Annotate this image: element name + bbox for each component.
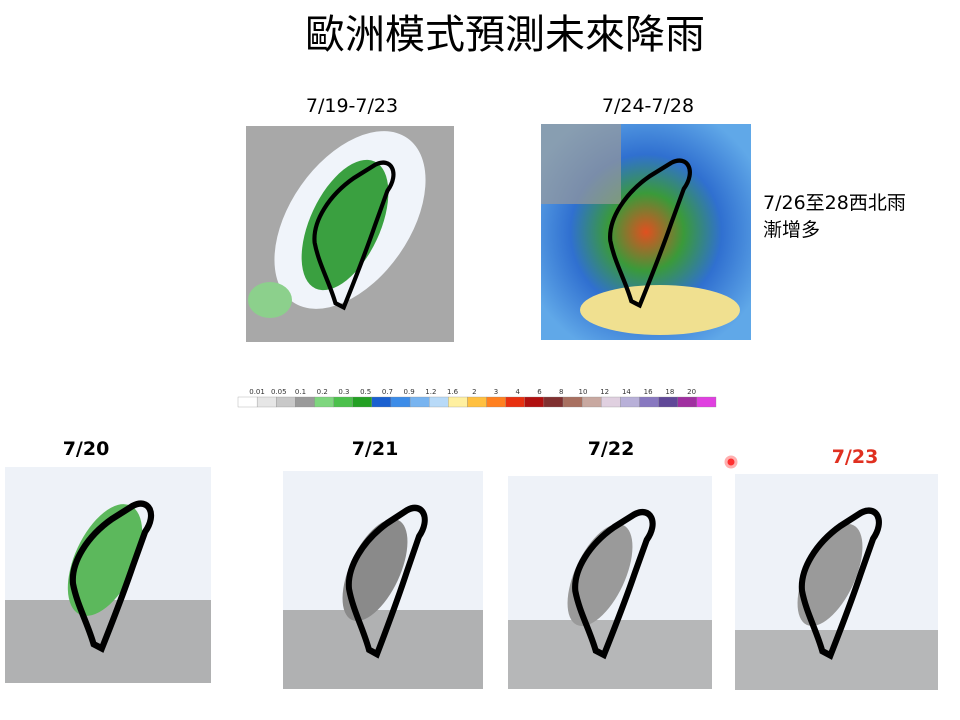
pointer: [724, 455, 738, 469]
rain-map: [246, 126, 454, 342]
colorbar-swatch: [333, 396, 353, 408]
colorbar-swatch: [696, 396, 717, 408]
colorbar-label: 1.6: [447, 388, 459, 396]
panel-label: 7/20: [63, 438, 110, 460]
colorbar-label: 0.9: [404, 388, 415, 396]
colorbar-label: 0.01: [249, 388, 265, 396]
colorbar-swatch: [639, 396, 659, 408]
slide-title: 歐洲模式預測未來降雨: [305, 12, 705, 58]
rain-map: [735, 474, 938, 690]
panel-label: 7/21: [352, 438, 399, 460]
colorbar-label: 18: [665, 388, 674, 396]
colorbar-label: 10: [578, 388, 587, 396]
colorbar-swatch: [371, 396, 392, 408]
colorbar-swatch: [658, 396, 678, 408]
colorbar-swatch: [524, 396, 545, 408]
panel-label: 7/22: [588, 438, 635, 460]
note: 漸增多: [763, 219, 820, 241]
rain-map: [5, 467, 211, 683]
rain-map: [283, 471, 483, 689]
colorbar-label: 0.3: [338, 388, 349, 396]
colorbar-swatch: [562, 396, 583, 408]
colorbar-swatch: [677, 396, 698, 408]
colorbar-label: 6: [537, 388, 542, 396]
colorbar-swatch: [314, 396, 334, 408]
rain-map: [508, 476, 712, 689]
colorbar-label: 0.5: [360, 388, 371, 396]
colorbar-swatch: [295, 396, 315, 408]
colorbar-swatch: [390, 396, 411, 408]
colorbar-swatch: [505, 396, 525, 408]
colorbar-swatch: [601, 396, 621, 408]
colorbar-swatch: [276, 396, 296, 408]
colorbar-label: 0.2: [317, 388, 328, 396]
colorbar: 0.01 0.05 0.1 0.2 0.3 0.5 0.7 0.9 1.2 1.6 2 3 4 6 8 10 1…: [237, 388, 717, 408]
colorbar-swatch: [620, 396, 640, 408]
colorbar-swatch: [237, 396, 258, 408]
colorbar-label: 20: [687, 388, 696, 396]
colorbar-label: 2: [472, 388, 476, 396]
panel-label: 7/23: [832, 446, 879, 468]
colorbar-swatch: [486, 396, 506, 408]
colorbar-label: 3: [494, 388, 498, 396]
colorbar-swatch: [409, 396, 430, 408]
colorbar-label: 16: [644, 388, 653, 396]
colorbar-swatch: [543, 396, 564, 408]
note: 7/26至28西北雨: [763, 192, 906, 214]
colorbar-swatch: [256, 396, 277, 408]
colorbar-swatch: [448, 396, 468, 408]
panel-label: 7/24-7/28: [602, 95, 694, 117]
colorbar-swatch: [352, 396, 372, 408]
colorbar-label: 0.1: [295, 388, 306, 396]
rain-map: [541, 124, 751, 340]
colorbar-label: 1.2: [425, 388, 436, 396]
colorbar-label: 4: [516, 388, 521, 396]
colorbar-label: 8: [559, 388, 563, 396]
colorbar-swatch: [582, 396, 602, 408]
panel-label: 7/19-7/23: [306, 95, 398, 117]
colorbar-swatch: [467, 396, 487, 408]
colorbar-label: 0.05: [271, 388, 287, 396]
colorbar-label: 12: [600, 388, 609, 396]
colorbar-swatch: [429, 396, 449, 408]
colorbar-label: 0.7: [382, 388, 393, 396]
colorbar-label: 14: [622, 388, 631, 396]
